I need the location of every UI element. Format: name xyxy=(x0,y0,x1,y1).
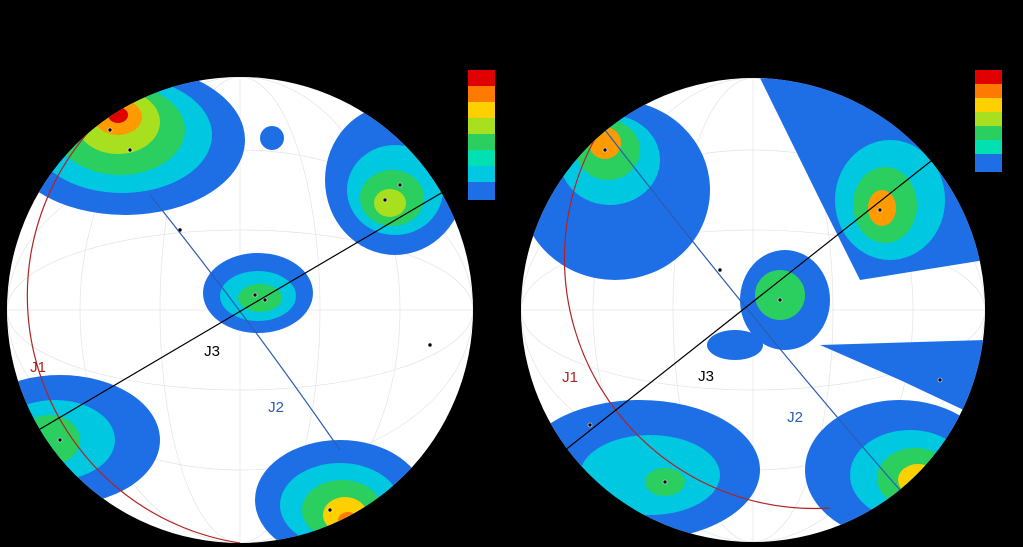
j3-line xyxy=(539,149,946,471)
j2-label: J2 xyxy=(268,399,284,416)
color-scale xyxy=(468,70,495,200)
j1-great-circle xyxy=(26,127,241,543)
j3-line xyxy=(29,181,461,436)
stereonet-left: J1 J3 J2 xyxy=(7,70,495,543)
j1-great-circle xyxy=(563,129,831,510)
j2-great-circle xyxy=(604,129,901,491)
j3-label: J3 xyxy=(698,368,714,385)
stereonet-right: J1 J3 J2 xyxy=(521,70,1002,542)
j2-label: J2 xyxy=(787,409,803,426)
j1-label: J1 xyxy=(562,369,578,386)
pole-points xyxy=(587,147,943,485)
j1-label: J1 xyxy=(30,359,46,376)
j3-label: J3 xyxy=(204,343,220,360)
color-scale xyxy=(975,70,1002,172)
j2-great-circle xyxy=(149,194,341,451)
